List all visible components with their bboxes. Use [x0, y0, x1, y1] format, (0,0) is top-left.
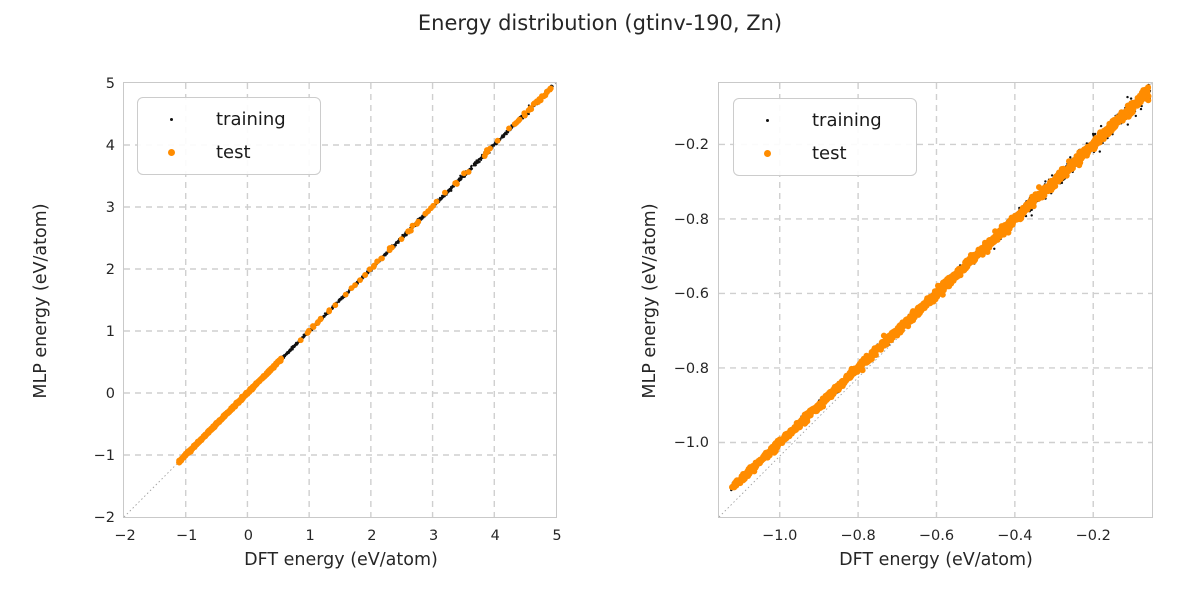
test-marker-icon	[734, 150, 800, 157]
right-scatter-canvas	[719, 83, 1152, 517]
training-marker-icon	[734, 119, 800, 122]
x-tick-label: 5	[552, 528, 562, 544]
x-tick-label: −0.8	[840, 528, 876, 544]
left-x-axis-label: DFT energy (eV/atom)	[244, 550, 438, 570]
x-tick-label: −0.6	[918, 528, 955, 544]
y-tick-label: −0.8	[673, 360, 709, 377]
y-tick-label: −0.6	[673, 286, 709, 303]
test-marker-icon	[138, 149, 204, 156]
x-tick-label: −0.2	[1075, 528, 1111, 544]
left-scatter-canvas	[124, 83, 556, 517]
left-legend: training test	[137, 97, 321, 175]
left-plot-area	[123, 82, 557, 518]
right-legend: training test	[733, 98, 917, 176]
y-tick-label: −1	[93, 448, 115, 464]
x-tick-label: 4	[490, 528, 500, 544]
x-tick-label: 3	[428, 528, 439, 544]
y-tick-label: −2	[93, 510, 115, 526]
x-tick-label: −2	[114, 528, 136, 544]
legend-item-test: test	[734, 137, 916, 170]
y-tick-label: 0	[105, 386, 115, 402]
training-marker-icon	[138, 118, 204, 121]
x-tick-label: 2	[367, 528, 377, 544]
legend-label: test	[812, 143, 847, 164]
y-tick-label: 3	[105, 200, 115, 216]
left-y-axis-label: MLP energy (eV/atom)	[31, 203, 51, 399]
x-tick-label: 0	[243, 528, 254, 544]
y-tick-label: 1	[105, 324, 115, 340]
y-tick-label: −0.8	[673, 211, 709, 228]
x-tick-label: −0.4	[997, 528, 1033, 544]
figure-title: Energy distribution (gtinv-190, Zn)	[417, 11, 783, 35]
legend-label: test	[216, 142, 251, 163]
y-tick-label: −1.0	[673, 435, 709, 452]
legend-item-training: training	[138, 103, 320, 136]
x-tick-label: −1	[176, 528, 198, 544]
y-tick-label: 4	[105, 138, 115, 154]
y-tick-label: 2	[105, 262, 115, 278]
x-tick-label: −1.0	[762, 528, 798, 544]
y-tick-label: −0.2	[673, 137, 709, 154]
y-tick-label: 5	[105, 76, 115, 92]
legend-item-training: training	[734, 104, 916, 137]
legend-item-test: test	[138, 136, 320, 169]
legend-label: training	[216, 109, 286, 130]
legend-label: training	[812, 110, 882, 131]
right-x-axis-label: DFT energy (eV/atom)	[839, 550, 1033, 570]
x-tick-label: 1	[305, 528, 315, 544]
